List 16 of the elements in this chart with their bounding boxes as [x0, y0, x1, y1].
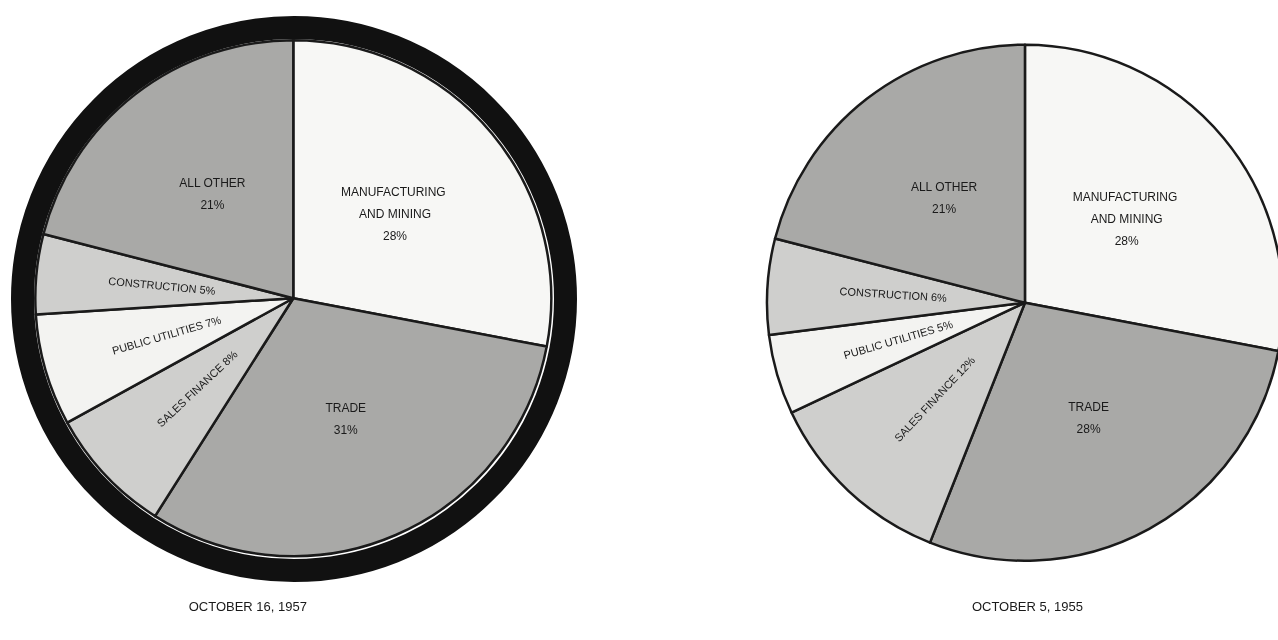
slice-label: MANUFACTURING AND MINING	[341, 185, 450, 222]
data-label: 28%	[382, 229, 408, 244]
slice-label: TRADE	[325, 401, 367, 416]
slice-label: TRADE	[1068, 400, 1109, 415]
data-label: 31%	[333, 423, 359, 438]
slice-label: MANUFACTURING AND MINING	[1072, 189, 1181, 226]
slice-label: CONSTRUCTION 5%	[107, 274, 217, 297]
data-label: 21%	[200, 197, 225, 212]
data-label: 28%	[1076, 422, 1101, 437]
data-label: 21%	[932, 202, 957, 217]
slice-label: CONSTRUCTION 6%	[839, 285, 948, 304]
text: OCTOBER 5, 1955	[971, 599, 1083, 614]
data-label: 28%	[1114, 233, 1139, 248]
slice-label: ALL OTHER	[910, 180, 978, 195]
slice-label: ALL OTHER	[179, 175, 246, 190]
text: OCTOBER 16, 1957	[188, 599, 307, 614]
